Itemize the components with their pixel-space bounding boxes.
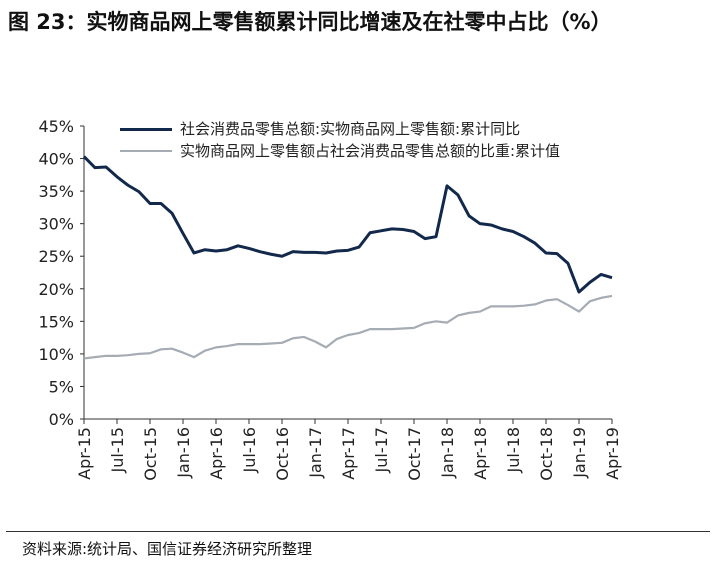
y-tick-label: 40% (38, 150, 74, 169)
legend-entry: 社会消费品零售总额:实物商品网上零售额:累计同比 (120, 118, 590, 140)
series-line (82, 155, 613, 294)
x-tick-label: Oct-17 (405, 427, 424, 481)
legend-swatch (120, 150, 172, 152)
legend-label: 实物商品网上零售额占社会消费品零售总额的比重:累计值 (180, 142, 561, 160)
y-tick-label: 15% (38, 312, 74, 331)
rule (6, 531, 710, 532)
chart-title: 图 23：实物商品网上零售额累计同比增速及在社零中占比（%） (8, 10, 612, 34)
x-tick-label: Apr-18 (471, 427, 490, 480)
legend-entry: 实物商品网上零售额占社会消费品零售总额的比重:累计值 (120, 140, 590, 162)
x-tick-label: Apr-19 (603, 427, 622, 480)
x-tick-label: Jan-17 (306, 427, 325, 479)
y-tick-label: 0% (49, 410, 74, 429)
y-tick-label: 25% (38, 247, 74, 266)
y-tick-label: 45% (38, 117, 74, 136)
x-tick-label: Jan-19 (570, 427, 589, 479)
x-tick-label: Jul-16 (240, 427, 259, 473)
x-tick-label: Jul-15 (108, 427, 127, 473)
x-tick-label: Jan-16 (174, 427, 193, 479)
x-tick-label: Jul-17 (372, 427, 391, 473)
y-tick-label: 5% (49, 377, 74, 396)
x-tick-label: Jul-18 (504, 427, 523, 473)
x-tick-label: Oct-16 (273, 427, 292, 481)
x-tick-label: Apr-17 (339, 427, 358, 480)
y-tick-label: 10% (38, 345, 74, 364)
y-tick-label: 30% (38, 215, 74, 234)
x-tick-label: Oct-18 (537, 427, 556, 481)
legend-label: 社会消费品零售总额:实物商品网上零售额:累计同比 (180, 120, 521, 138)
legend-swatch (120, 128, 172, 131)
y-tick-label: 35% (38, 182, 74, 201)
x-tick-label: Jan-18 (438, 427, 457, 479)
x-tick-label: Oct-15 (141, 427, 160, 481)
y-tick-label: 20% (38, 280, 74, 299)
legend: 社会消费品零售总额:实物商品网上零售额:累计同比实物商品网上零售额占社会消费品零… (120, 118, 590, 162)
source: 资料来源:统计局、国信证券经济研究所整理 (22, 540, 313, 558)
series-line (83, 294, 613, 360)
x-tick-label: Apr-15 (75, 427, 94, 480)
x-tick-label: Apr-16 (207, 427, 226, 480)
